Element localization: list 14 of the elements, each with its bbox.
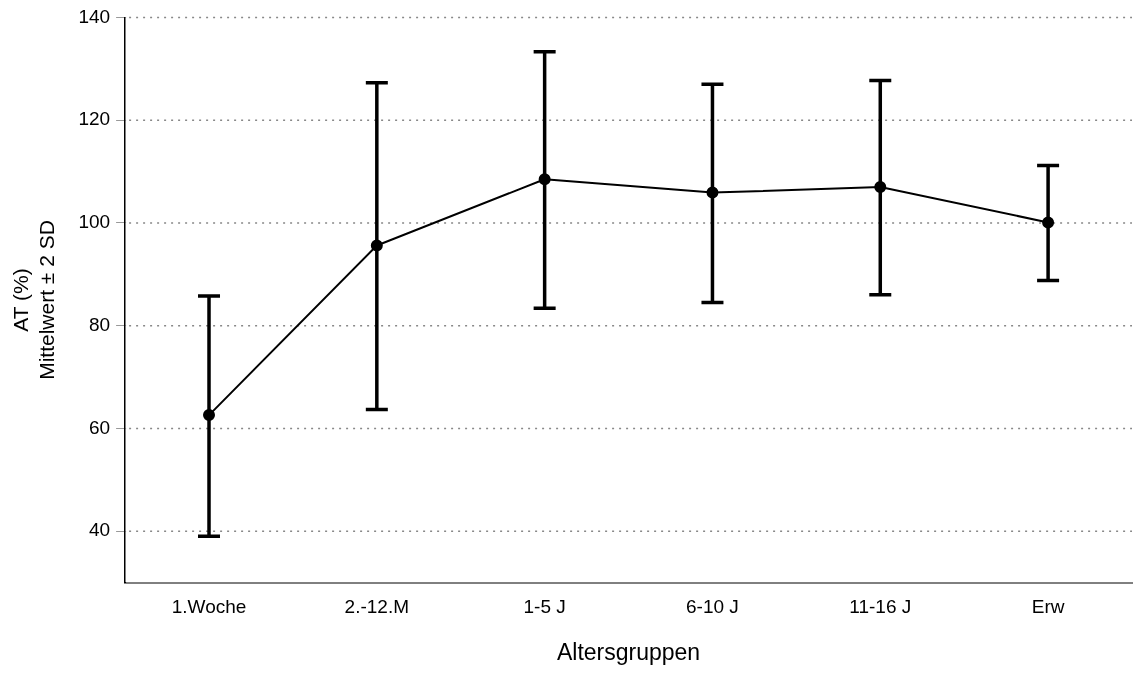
y-tick-label: 40: [88, 519, 111, 541]
x-tick-label: Erw: [1031, 596, 1065, 618]
y-tick-label: 120: [78, 108, 111, 130]
y-tick-label: 60: [88, 416, 111, 438]
x-tick-label: 1.Woche: [171, 596, 247, 618]
x-tick-label: 11-16 J: [849, 596, 912, 618]
x-axis-title: Altersgruppen: [556, 638, 701, 665]
y-tick-label: 140: [78, 5, 111, 27]
y-tick-label: 80: [88, 313, 111, 335]
x-tick-label: 2.-12.M: [344, 596, 410, 618]
y-axis-title: AT (%) Mittelwert ± 2 SD: [9, 220, 58, 380]
x-tick-label: 1-5 J: [523, 596, 566, 618]
y-tick-label: 100: [78, 211, 111, 233]
x-tick-label: 6-10 J: [686, 596, 739, 618]
